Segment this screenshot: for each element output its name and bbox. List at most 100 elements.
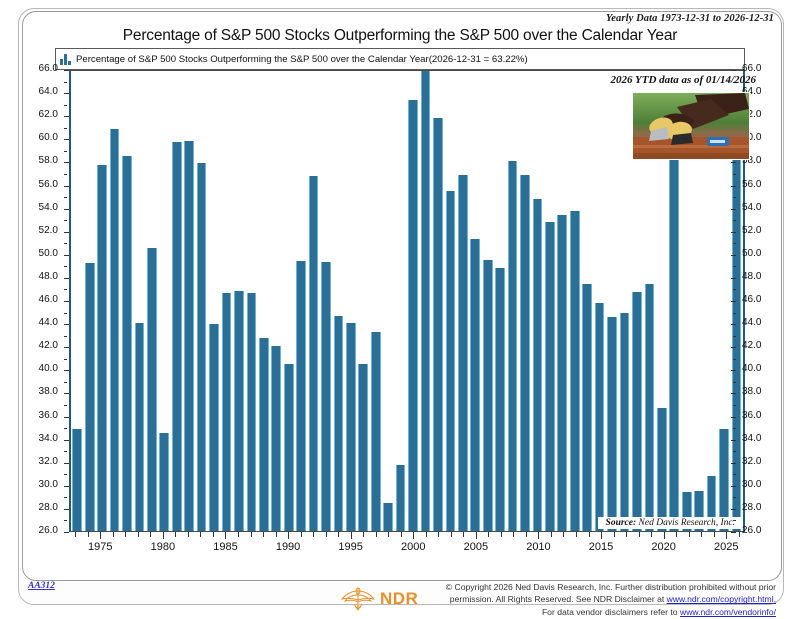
y-axis-minor-tick [733, 404, 736, 406]
bar[interactable] [545, 221, 555, 531]
bar-slot [606, 71, 618, 531]
bar[interactable] [97, 165, 107, 531]
bar[interactable] [72, 428, 83, 531]
bar[interactable] [308, 175, 319, 531]
y-axis-tick [64, 532, 69, 533]
y-axis-minor-tick [64, 243, 67, 245]
ytd-note: 2026 YTD data as of 01/14/2026 [610, 74, 756, 86]
y-axis-label: 58.0 [742, 155, 762, 167]
bar-slot [345, 71, 357, 531]
bar[interactable] [582, 283, 592, 531]
bar-slot [680, 71, 692, 531]
y-axis-label: 66.0 [38, 63, 58, 74]
y-axis-tick [64, 277, 69, 279]
bar[interactable] [221, 292, 232, 531]
bar[interactable] [569, 211, 580, 531]
bar[interactable] [395, 465, 406, 531]
y-axis-minor-tick [64, 289, 67, 291]
bar[interactable] [122, 156, 132, 531]
y-axis-minor-tick [733, 497, 736, 499]
bar[interactable] [246, 292, 257, 531]
bar[interactable] [134, 322, 145, 531]
bar[interactable] [482, 259, 493, 531]
bar[interactable] [234, 290, 244, 531]
legend-bar-icon [60, 53, 72, 65]
bar[interactable] [333, 315, 344, 531]
bar[interactable] [669, 151, 680, 531]
bar[interactable] [346, 322, 356, 531]
bar[interactable] [420, 71, 431, 531]
bar[interactable] [296, 260, 306, 531]
bar[interactable] [171, 142, 182, 531]
bar-slot [432, 71, 444, 531]
x-axis-tick [601, 532, 603, 539]
bar[interactable] [719, 428, 729, 531]
bar[interactable] [84, 263, 95, 531]
bar[interactable] [457, 174, 468, 531]
x-axis-tick [125, 532, 127, 537]
x-axis-tick [676, 532, 678, 537]
bar[interactable] [557, 214, 568, 531]
bar-slot [494, 71, 506, 531]
bar[interactable] [147, 248, 157, 531]
bar[interactable] [283, 364, 294, 531]
bar-slot [705, 71, 717, 531]
bar[interactable] [321, 261, 331, 531]
bar[interactable] [694, 490, 704, 531]
bar-slot [332, 71, 344, 531]
x-axis-label: 2005 [463, 541, 489, 553]
bar[interactable] [408, 99, 418, 531]
y-axis-label: 48.0 [742, 270, 762, 282]
y-axis-tick [731, 208, 736, 210]
bar[interactable] [159, 433, 170, 531]
bar[interactable] [706, 475, 717, 531]
bar[interactable] [681, 491, 692, 531]
bar[interactable] [632, 291, 642, 531]
bar[interactable] [383, 503, 393, 531]
y-axis-label: 36.0 [38, 409, 58, 421]
x-axis-tick [425, 532, 427, 537]
y-axis-label: 50.0 [38, 247, 58, 259]
x-axis-tick [463, 532, 465, 537]
source-attribution: Source: Ned Davis Research, Inc. [597, 517, 741, 529]
x-axis-tick [100, 532, 102, 539]
bar[interactable] [656, 407, 667, 531]
vendorinfo-link[interactable]: www.ndr.com/vendorinfo/ [679, 606, 776, 617]
bar[interactable] [370, 332, 381, 531]
ndr-eagle-icon [340, 587, 376, 611]
y-axis-label: 36.0 [742, 409, 762, 421]
bar[interactable] [619, 312, 630, 531]
copyright-line-3: For data vendor disclaimers refer to www… [376, 606, 776, 618]
bar[interactable] [495, 267, 505, 531]
bar[interactable] [184, 141, 194, 531]
bar[interactable] [507, 160, 518, 531]
bar[interactable] [258, 337, 269, 531]
x-axis-tick [713, 532, 715, 537]
bar[interactable] [433, 118, 443, 531]
bar[interactable] [109, 128, 120, 531]
bar[interactable] [532, 198, 543, 531]
y-axis-tick [64, 139, 69, 141]
bar-slot [357, 71, 369, 531]
y-axis-tick [64, 347, 69, 349]
bar-slot [208, 71, 220, 531]
copyright-link[interactable]: www.ndr.com/copyright.html. [666, 594, 776, 605]
bar[interactable] [470, 238, 481, 531]
y-axis-minor-tick [733, 312, 736, 314]
bar[interactable] [445, 190, 456, 531]
bar[interactable] [731, 103, 742, 531]
bar[interactable] [196, 163, 207, 531]
chart-id[interactable]: AA312 [28, 581, 55, 591]
bar[interactable] [271, 345, 282, 531]
bar[interactable] [520, 174, 530, 531]
bar-slot [146, 71, 158, 531]
bar[interactable] [644, 283, 655, 531]
bar[interactable] [209, 324, 219, 531]
bar[interactable] [607, 317, 617, 531]
bar[interactable] [358, 364, 369, 531]
x-axis-tick [212, 532, 214, 537]
bar-slot [407, 71, 419, 531]
bar-slot [457, 71, 469, 531]
bar[interactable] [594, 303, 605, 531]
x-axis-tick [225, 532, 227, 539]
